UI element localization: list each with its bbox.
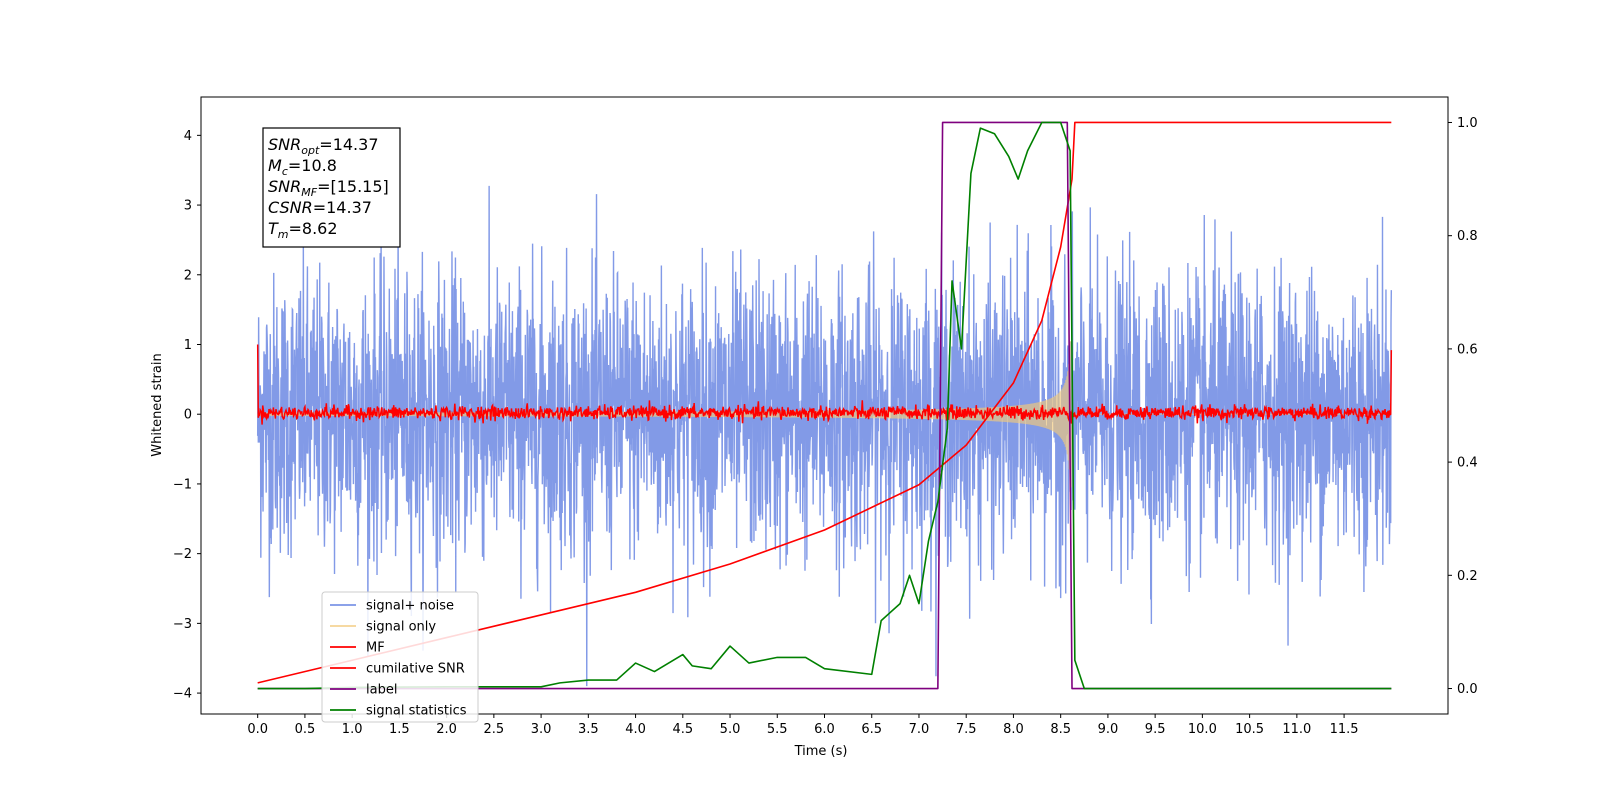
- legend: signal+ noise signal only MF cumilative SNR…: [321, 591, 479, 723]
- x-tick-label: 10.0: [1188, 722, 1217, 737]
- y-left-tick-label: −3: [173, 617, 192, 632]
- legend-frame: [321, 591, 479, 723]
- y-left-tick-label: 1: [184, 338, 192, 353]
- y-right-tick-label: 0.2: [1457, 569, 1478, 584]
- x-tick-label: 6.5: [861, 722, 882, 737]
- series-signal-noise: [256, 185, 1393, 687]
- x-tick-label: 0.5: [295, 722, 316, 737]
- y-left-tick-label: −1: [173, 477, 192, 492]
- annotation-line: SNRMF=[15.15]: [268, 177, 389, 199]
- x-tick-label: 6.0: [814, 722, 835, 737]
- y-axis-label-left: Whitened strain: [150, 353, 165, 456]
- y-left-tick-label: −4: [173, 687, 192, 702]
- x-tick-label: 2.5: [484, 722, 505, 737]
- x-tick-label: 11.5: [1330, 722, 1359, 737]
- y-left-tick-label: 3: [184, 199, 192, 214]
- y-left-tick-label: −2: [173, 547, 192, 562]
- x-tick-label: 4.5: [672, 722, 693, 737]
- x-tick-label: 5.0: [720, 722, 741, 737]
- x-tick-label: 1.5: [389, 722, 410, 737]
- x-tick-label: 0.0: [247, 722, 268, 737]
- annotation-line: CSNR=14.37: [268, 198, 372, 217]
- y-left-tick-label: 0: [184, 408, 192, 423]
- y-right-tick-label: 0.8: [1457, 229, 1478, 244]
- y-right-tick-label: 0.0: [1457, 682, 1478, 697]
- series-mf: [256, 344, 1393, 425]
- x-tick-label: 8.5: [1050, 722, 1071, 737]
- y-axis-left: −4 −3 −2 −1 0 1 2 3 4: [173, 129, 201, 702]
- legend-label: signal statistics: [366, 704, 467, 719]
- x-tick-label: 7.0: [909, 722, 930, 737]
- annotation-line: SNRopt=14.37: [268, 135, 379, 157]
- x-tick-label: 5.5: [767, 722, 788, 737]
- x-tick-label: 10.5: [1235, 722, 1264, 737]
- legend-label: cumilative SNR: [366, 662, 465, 677]
- x-tick-label: 8.0: [1003, 722, 1024, 737]
- y-axis-right: 0.0 0.2 0.4 0.6 0.8 1.0: [1448, 116, 1478, 697]
- x-tick-label: 7.5: [956, 722, 977, 737]
- y-right-tick-label: 0.6: [1457, 342, 1478, 357]
- series-signal-statistics: [257, 121, 1392, 690]
- legend-label: label: [366, 683, 397, 698]
- annotation-line: Mc=10.8: [268, 156, 337, 178]
- y-left-tick-label: 2: [184, 268, 192, 283]
- y-right-tick-label: 0.4: [1457, 456, 1478, 471]
- x-axis: 0.0 0.5 1.0 1.5 2.0 2.5 3.0 3.5 4.0 4.5 5.0 5.5 6.0 6…: [247, 714, 1359, 737]
- x-tick-label: 3.0: [531, 722, 552, 737]
- x-tick-label: 9.5: [1145, 722, 1166, 737]
- x-tick-label: 9.0: [1098, 722, 1119, 737]
- annotation-line: Tm=8.62: [268, 219, 338, 241]
- x-tick-label: 11.0: [1282, 722, 1311, 737]
- x-tick-label: 2.0: [436, 722, 457, 737]
- legend-label: signal only: [366, 620, 436, 635]
- x-tick-label: 3.5: [578, 722, 599, 737]
- legend-label: signal+ noise: [366, 599, 454, 614]
- series-cumulative-snr: [257, 121, 1392, 684]
- annotation-frame: [262, 127, 401, 248]
- x-tick-label: 1.0: [342, 722, 363, 737]
- snr-annotation-box: SNRopt=14.37Mc=10.8SNRMF=[15.15]CSNR=14.…: [262, 127, 401, 248]
- x-axis-label: Time (s): [794, 744, 848, 759]
- legend-label: MF: [366, 641, 385, 656]
- plot-area: [256, 121, 1393, 690]
- y-left-tick-label: 4: [184, 129, 192, 144]
- y-right-tick-label: 1.0: [1457, 116, 1478, 131]
- x-tick-label: 4.0: [625, 722, 646, 737]
